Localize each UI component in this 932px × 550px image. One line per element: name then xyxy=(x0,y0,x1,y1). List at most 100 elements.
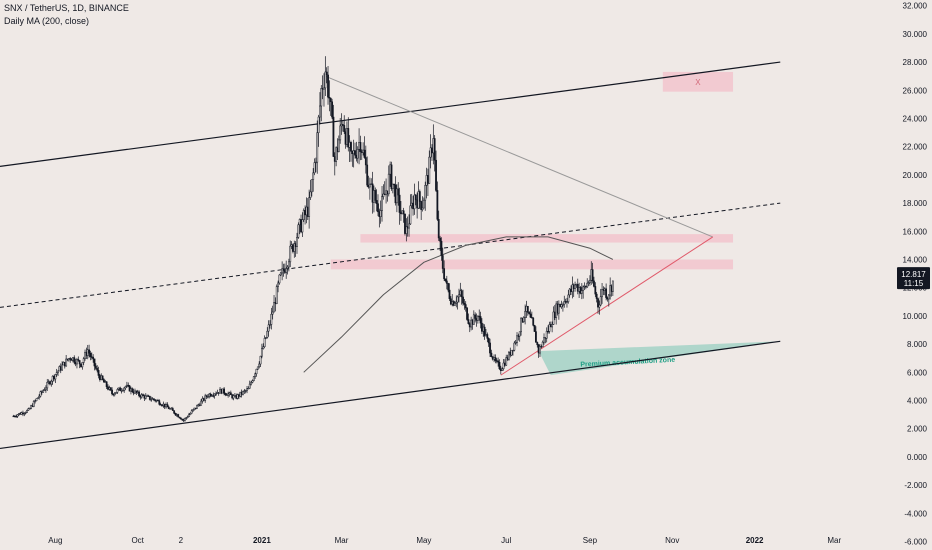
candle-body xyxy=(255,368,258,375)
candle-body xyxy=(464,304,467,309)
time-tick-label: Mar xyxy=(335,536,349,545)
candle-body xyxy=(212,395,215,397)
candle-body xyxy=(138,391,140,396)
candle-body xyxy=(263,338,266,347)
candle-body xyxy=(92,356,95,360)
candle-body xyxy=(366,164,369,186)
candle-body xyxy=(363,149,366,158)
candle-body xyxy=(607,294,610,300)
candle-body xyxy=(232,395,235,399)
channel-lower-line xyxy=(0,340,781,450)
candle-body xyxy=(374,190,377,201)
zone-layer: X xyxy=(330,71,734,270)
candle-body xyxy=(444,278,447,282)
price-tick-label: 16.000 xyxy=(903,227,928,236)
candle-body xyxy=(93,358,96,367)
candle-body xyxy=(510,349,513,356)
candle-body xyxy=(171,408,174,411)
candle-body xyxy=(109,387,112,391)
candle-body xyxy=(325,71,328,76)
candle-body xyxy=(428,156,431,184)
candle-body xyxy=(562,304,564,306)
candle-body xyxy=(254,373,257,377)
candle-body xyxy=(121,390,124,392)
candle-body xyxy=(206,396,209,398)
price-tick-label: 22.000 xyxy=(903,143,928,152)
candle-body xyxy=(387,173,390,195)
candle-body xyxy=(42,390,45,393)
supply-zone xyxy=(662,71,734,92)
candle-body xyxy=(251,380,254,383)
candle-body xyxy=(34,400,36,402)
candle-body xyxy=(142,394,144,396)
candle-body xyxy=(101,375,104,380)
candle-body xyxy=(297,224,300,238)
candle-body xyxy=(456,296,459,303)
candle-body xyxy=(466,307,468,320)
candle-body xyxy=(589,279,591,284)
candle-body xyxy=(259,355,262,365)
time-tick-label: Nov xyxy=(665,536,679,545)
candle-body xyxy=(375,200,378,204)
candle-body xyxy=(599,296,602,306)
candle-body xyxy=(501,368,504,371)
indicator-legend[interactable]: Daily MA (200, close) xyxy=(4,16,90,26)
candle-body xyxy=(611,280,614,292)
candle-body xyxy=(244,390,247,392)
candle-body xyxy=(252,376,255,382)
candle-body xyxy=(441,255,444,269)
time-tick-label: May xyxy=(416,536,431,545)
candle-body xyxy=(458,294,460,298)
candle-body xyxy=(246,388,248,391)
candle-body xyxy=(308,197,311,217)
candle-body xyxy=(409,205,412,225)
candle-body xyxy=(568,288,571,296)
candle-body xyxy=(28,408,31,410)
candle-body xyxy=(266,330,269,338)
candle-body xyxy=(179,417,182,420)
candle-body xyxy=(552,311,555,325)
candle-body xyxy=(289,245,292,263)
candle-body xyxy=(185,417,188,419)
candle-body xyxy=(526,305,529,313)
candle-body xyxy=(46,382,49,389)
candle-body xyxy=(514,342,517,344)
symbol-title[interactable]: SNX / TetherUS, 1D, BINANCE xyxy=(4,3,129,13)
candle-body xyxy=(497,360,500,363)
candle-body xyxy=(192,409,194,412)
candle-body xyxy=(224,393,227,395)
candle-body xyxy=(533,325,536,332)
candle-body xyxy=(319,105,321,118)
price-tick-label: 24.000 xyxy=(903,114,928,123)
price-tick-label: 10.000 xyxy=(903,312,928,321)
candle-body xyxy=(513,342,516,351)
candle-body xyxy=(250,382,252,385)
candle-body xyxy=(350,142,352,152)
candle-body xyxy=(331,101,333,118)
price-axis[interactable]: 32.000 30.000 28.000 26.000 24.000 22.000 20.0… xyxy=(897,2,930,547)
candle-body xyxy=(454,302,456,306)
candle-body xyxy=(448,289,451,299)
candle-body xyxy=(116,389,119,393)
candle-body xyxy=(279,272,282,276)
ma200-line xyxy=(303,236,614,373)
candle-body xyxy=(566,301,568,303)
candle-body xyxy=(335,147,338,162)
candle-body xyxy=(38,395,41,399)
candle-body xyxy=(30,405,32,409)
candle-body xyxy=(377,203,379,213)
candle-body xyxy=(324,71,327,89)
candle-body xyxy=(447,283,450,291)
candle-body xyxy=(545,330,548,339)
candle-body xyxy=(177,414,180,418)
time-axis[interactable]: Aug Oct 2 2021 Mar May Jul Sep Nov 2022 Mar xyxy=(48,536,841,545)
candle-body xyxy=(73,357,76,363)
candle-body xyxy=(435,159,437,191)
price-tick-label: -4.000 xyxy=(904,509,927,518)
time-tick-label: 2021 xyxy=(253,536,271,545)
candle-body xyxy=(113,393,116,396)
candle-body xyxy=(317,116,320,133)
candle-body xyxy=(313,162,316,174)
candle-body xyxy=(258,363,261,368)
